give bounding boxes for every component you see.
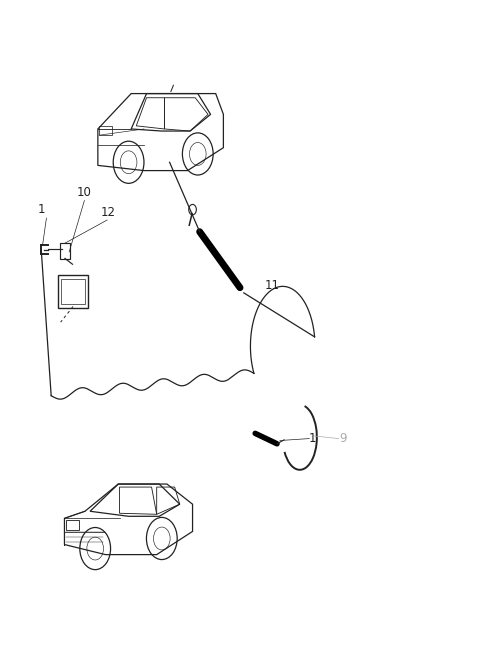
Text: 10: 10 [77,186,92,199]
Text: 12: 12 [101,206,116,218]
Text: 1: 1 [38,203,46,216]
Text: 1: 1 [308,432,316,445]
Text: 9: 9 [340,432,347,445]
Text: 11: 11 [265,279,280,291]
